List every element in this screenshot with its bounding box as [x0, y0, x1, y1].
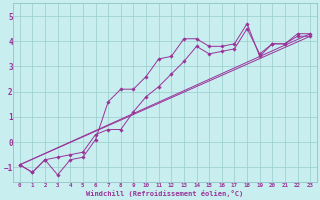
X-axis label: Windchill (Refroidissement éolien,°C): Windchill (Refroidissement éolien,°C) — [86, 190, 244, 197]
